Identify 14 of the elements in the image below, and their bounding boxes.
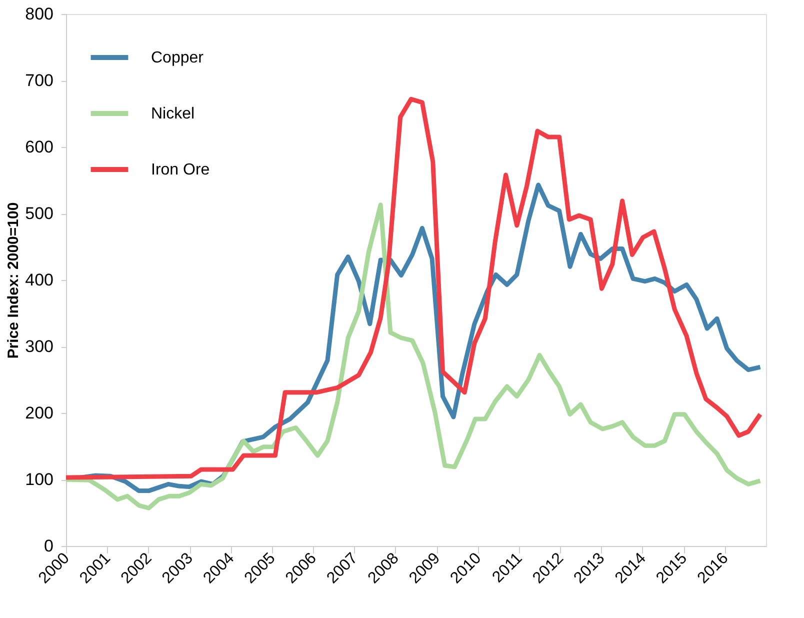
y-axis-title: Price Index: 2000=100 — [5, 202, 22, 359]
y-tick-label: 200 — [25, 404, 54, 422]
y-tick-label: 0 — [44, 536, 54, 556]
y-tick-label: 300 — [25, 337, 54, 356]
y-tick-label: 700 — [25, 71, 54, 90]
y-tick-label: 500 — [25, 204, 54, 223]
y-tick-label: 400 — [25, 270, 54, 290]
legend-label: Iron Ore — [151, 162, 210, 178]
y-tick-label: 100 — [25, 470, 54, 489]
y-tick-label: 800 — [25, 4, 54, 24]
legend-label: Nickel — [151, 106, 195, 122]
line-series — [66, 96, 762, 480]
y-tick-label: 600 — [25, 138, 54, 156]
legend-label: Copper — [151, 50, 204, 66]
